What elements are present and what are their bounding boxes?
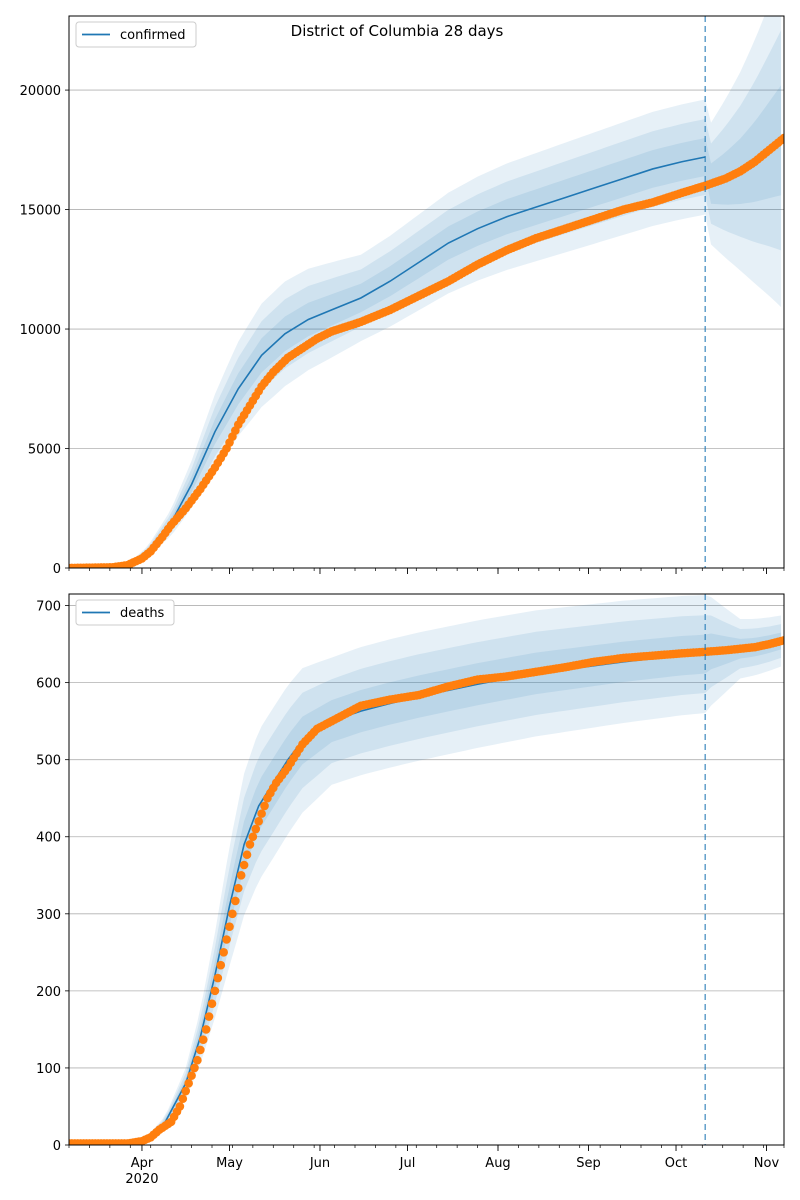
observed-point xyxy=(198,1035,208,1044)
observed-point xyxy=(181,1086,191,1096)
observed-point xyxy=(242,850,252,860)
observed-point xyxy=(207,999,217,1009)
legend-label: deaths xyxy=(120,606,165,621)
observed-point xyxy=(216,960,226,970)
x-tick-label: Oct xyxy=(665,1156,687,1171)
y-tick-label: 500 xyxy=(36,754,61,769)
observed-point xyxy=(257,809,266,818)
observed-point xyxy=(245,840,255,849)
observed-point xyxy=(213,973,223,983)
uncertainty-band xyxy=(69,30,782,568)
observed-point xyxy=(184,1079,193,1088)
y-tick-label: 0 xyxy=(53,1139,61,1154)
y-tick-label: 5000 xyxy=(28,443,61,458)
observed-point xyxy=(204,1012,214,1021)
x-tick-label: Aug xyxy=(485,1156,510,1171)
x-tick-label: Jun xyxy=(309,1156,330,1171)
observed-point xyxy=(779,635,784,645)
y-tick-label: 700 xyxy=(36,600,61,615)
observed-point xyxy=(222,935,231,944)
deaths-chart: 0 100 200 300 400 500 600 700 Apr May Jun Jul Aug Sep… xyxy=(36,593,785,1187)
observed-point xyxy=(260,801,269,811)
axes-frame xyxy=(68,15,785,569)
x-tick-label: Sep xyxy=(576,1156,601,1171)
y-tick-label: 20000 xyxy=(20,84,61,99)
observed-point xyxy=(190,1063,199,1073)
legend-box xyxy=(75,21,197,48)
observed-point xyxy=(239,860,249,870)
observed-point xyxy=(201,1025,211,1034)
x-tick-label: Apr xyxy=(131,1156,154,1171)
observed-point xyxy=(225,922,234,931)
legend-label: confirmed xyxy=(120,28,186,43)
observed-point xyxy=(196,1045,205,1055)
observed-point xyxy=(248,832,258,842)
observed-point xyxy=(254,817,263,826)
axes-frame xyxy=(68,593,785,1146)
y-tick-label: 400 xyxy=(36,831,61,846)
observed-point xyxy=(193,1055,202,1065)
x-tick-label: Nov xyxy=(754,1156,780,1171)
observed-point xyxy=(231,896,240,906)
uncertainty-band xyxy=(69,85,782,568)
observed-point xyxy=(251,824,261,834)
observed-point xyxy=(175,1102,185,1111)
x-year-label: 2020 xyxy=(125,1172,158,1187)
observed-point xyxy=(210,986,220,996)
y-tick-label: 100 xyxy=(36,1062,61,1077)
x-tick-label: Jul xyxy=(399,1156,416,1171)
y-tick-label: 10000 xyxy=(20,323,61,338)
legend-box xyxy=(75,599,175,626)
uncertainty-band xyxy=(69,615,782,1145)
observed-point xyxy=(779,133,784,143)
y-tick-label: 300 xyxy=(36,908,61,923)
confirmed-chart: 0 5000 10000 15000 20000 confirmed xyxy=(20,15,785,577)
observed-point xyxy=(228,909,237,919)
observed-point xyxy=(178,1094,188,1104)
y-tick-label: 200 xyxy=(36,985,61,1000)
observed-point xyxy=(219,948,228,957)
observed-point xyxy=(233,883,243,893)
figure-title: District of Columbia 28 days xyxy=(291,22,504,40)
y-tick-label: 600 xyxy=(36,677,61,692)
observed-point xyxy=(236,870,246,880)
y-tick-label: 0 xyxy=(53,562,61,577)
y-tick-label: 15000 xyxy=(20,204,61,219)
x-tick-label: May xyxy=(216,1156,243,1171)
observed-point xyxy=(187,1071,196,1080)
